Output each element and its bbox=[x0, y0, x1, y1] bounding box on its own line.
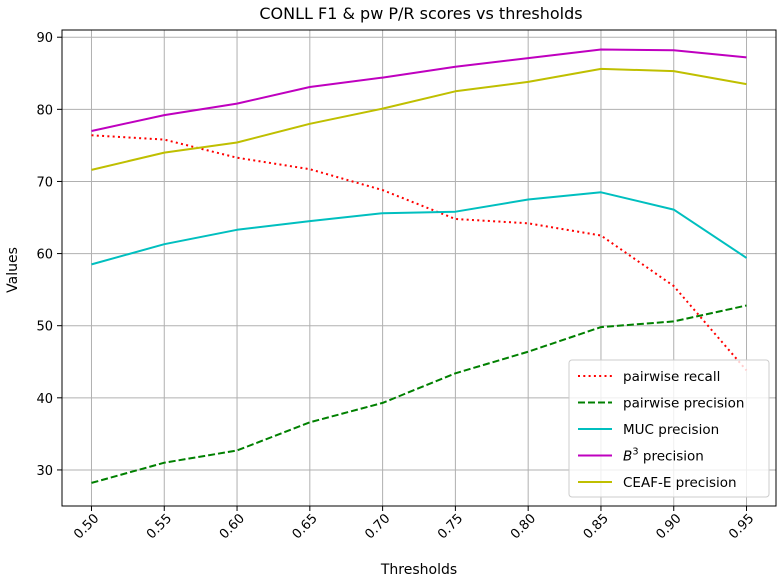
x-tick-label: 0.75 bbox=[435, 511, 466, 542]
x-tick-label: 0.70 bbox=[362, 511, 393, 542]
x-axis: 0.50 0.55 0.60 0.65 0.70 0.75 0.80 0.85 0.90 0.95 bbox=[71, 506, 757, 542]
legend-label: pairwise precision bbox=[623, 396, 744, 412]
x-tick-label: 0.65 bbox=[290, 511, 321, 542]
y-tick-label: 60 bbox=[36, 248, 53, 263]
series-line-0 bbox=[91, 134, 748, 372]
y-tick-label: 80 bbox=[36, 103, 53, 118]
y-axis-label: Values bbox=[5, 247, 21, 293]
legend-label: pairwise recall bbox=[623, 369, 720, 385]
series-lines bbox=[91, 48, 748, 484]
series-line-2 bbox=[91, 191, 748, 266]
series-line-4 bbox=[91, 67, 747, 171]
legend-label: CEAF-E precision bbox=[623, 475, 737, 491]
legend-box bbox=[568, 359, 770, 498]
legend-label: B3 precision bbox=[623, 447, 704, 465]
x-tick-label: 0.55 bbox=[144, 511, 175, 542]
y-axis: 30 40 50 60 70 80 90 bbox=[36, 31, 62, 479]
chart-title: CONLL F1 & pw P/R scores vs thresholds bbox=[259, 4, 582, 23]
y-tick-label: 30 bbox=[36, 464, 53, 479]
y-tick-label: 50 bbox=[36, 320, 53, 335]
y-tick-label: 40 bbox=[36, 392, 53, 407]
series-line-3 bbox=[91, 48, 747, 132]
y-tick-label: 70 bbox=[36, 175, 53, 190]
x-tick-label: 0.85 bbox=[581, 511, 612, 542]
x-tick-label: 0.90 bbox=[653, 511, 684, 542]
x-tick-label: 0.50 bbox=[71, 511, 102, 542]
legend: pairwise recall pairwise precision MUC pre… bbox=[568, 359, 770, 498]
x-axis-label: Thresholds bbox=[380, 562, 457, 578]
legend-label: MUC precision bbox=[623, 422, 719, 438]
x-tick-label: 0.80 bbox=[508, 511, 539, 542]
y-tick-label: 90 bbox=[36, 31, 53, 46]
series-line-1 bbox=[91, 304, 747, 484]
plot-frame bbox=[61, 29, 777, 507]
x-tick-label: 0.95 bbox=[726, 511, 757, 542]
x-tick-label: 0.60 bbox=[217, 511, 248, 542]
grid bbox=[62, 30, 776, 506]
